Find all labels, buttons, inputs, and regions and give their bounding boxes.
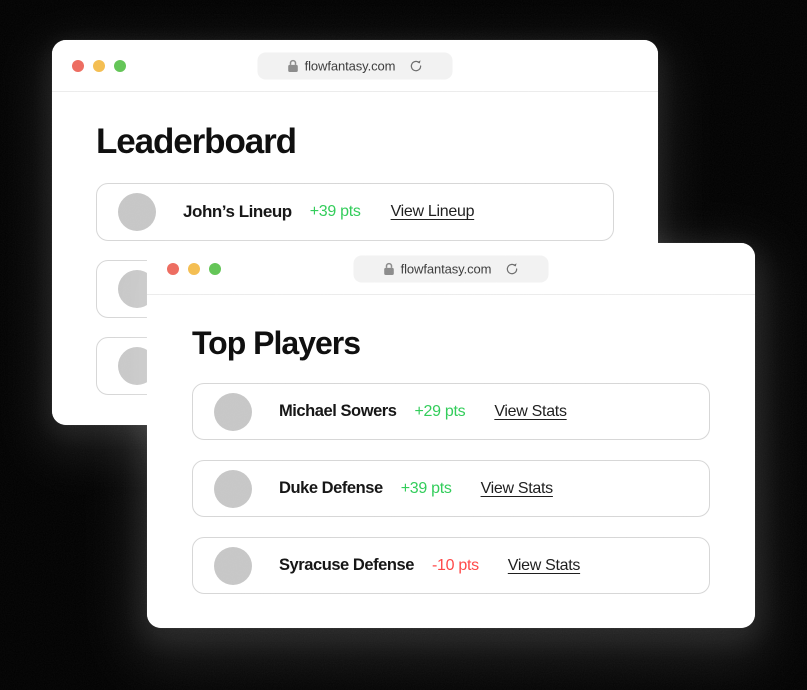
points-badge: -10 pts: [431, 556, 479, 574]
lock-icon: [384, 262, 395, 275]
titlebar-leaderboard: flowfantasy.com: [52, 40, 658, 92]
table-row[interactable]: Michael Sowers +29 pts View Stats: [192, 383, 710, 440]
page-title: Leaderboard: [96, 122, 297, 161]
table-row[interactable]: Duke Defense +39 pts View Stats: [192, 460, 710, 517]
player-name: Duke Defense: [279, 479, 383, 497]
close-button[interactable]: [167, 262, 179, 275]
view-stats-link[interactable]: View Stats: [480, 479, 554, 497]
points-badge: +39 pts: [309, 203, 361, 220]
address-bar[interactable]: flowfantasy.com: [353, 255, 549, 282]
view-stats-link[interactable]: View Stats: [494, 402, 567, 420]
view-stats-link[interactable]: View Stats: [507, 556, 581, 574]
address-bar[interactable]: flowfantasy.com: [257, 52, 453, 79]
view-lineup-link[interactable]: View Lineup: [390, 203, 475, 220]
titlebar-top-players: flowfantasy.com: [147, 243, 755, 295]
avatar: [214, 546, 252, 585]
list-item[interactable]: John’s Lineup +39 pts View Lineup: [96, 183, 614, 241]
player-name: Michael Sowers: [279, 402, 397, 420]
browser-window-top-players[interactable]: flowfantasy.com Top Players Michael Sowe…: [147, 243, 755, 628]
player-name: Syracuse Defense: [279, 556, 414, 574]
traffic-lights: [72, 59, 126, 72]
avatar: [214, 469, 252, 508]
table-row[interactable]: Syracuse Defense -10 pts View Stats: [192, 537, 710, 594]
reload-icon[interactable]: [409, 59, 422, 72]
points-badge: +29 pts: [414, 402, 466, 420]
maximize-button[interactable]: [114, 59, 126, 72]
lineup-name: John’s Lineup: [183, 202, 292, 221]
lock-icon: [288, 59, 299, 72]
page-top-players: Top Players Michael Sowers +29 pts View …: [147, 295, 755, 628]
close-button[interactable]: [72, 59, 84, 72]
traffic-lights: [167, 262, 221, 275]
page-title: Top Players: [192, 325, 361, 361]
minimize-button[interactable]: [93, 59, 105, 72]
avatar: [118, 193, 156, 231]
url-text: flowfantasy.com: [304, 58, 396, 73]
avatar: [214, 392, 252, 431]
maximize-button[interactable]: [209, 262, 221, 275]
top-players-list: Michael Sowers +29 pts View Stats Duke D…: [192, 383, 710, 594]
minimize-button[interactable]: [188, 262, 200, 275]
reload-icon[interactable]: [505, 262, 518, 275]
url-text: flowfantasy.com: [400, 261, 492, 276]
points-badge: +39 pts: [400, 479, 452, 497]
